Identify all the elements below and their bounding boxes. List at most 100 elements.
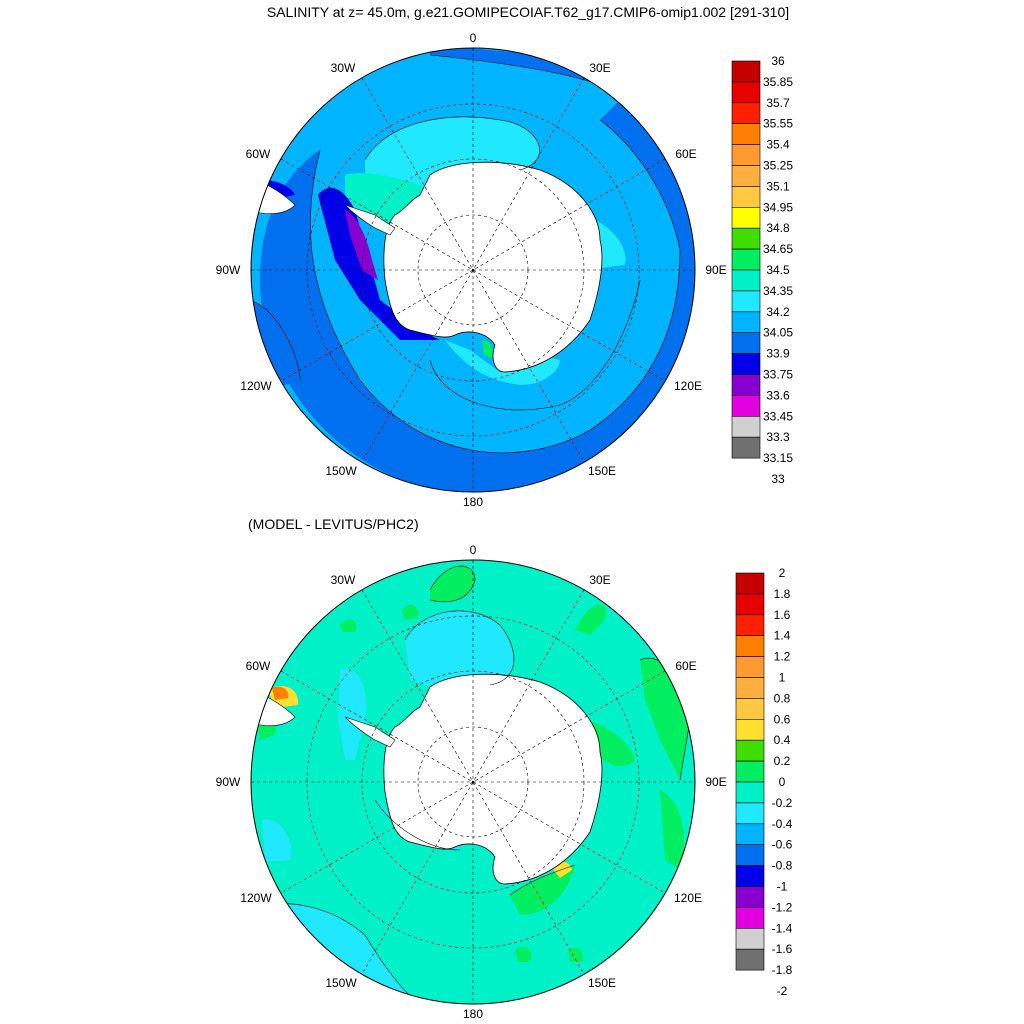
bottom-colorbar-tick-label: 0.8: [774, 691, 791, 705]
bottom-anomaly-ross-green: [510, 865, 575, 915]
bottom-lon-label-180: 180: [463, 1007, 483, 1021]
bottom-colorbar-tick-label: -0.8: [772, 859, 793, 873]
bottom-colorbar-tick-label: 0: [779, 775, 786, 789]
bottom-anomaly-1.2-patch: [272, 686, 289, 700]
top-lon-label-30w: 30W: [331, 61, 356, 75]
bottom-map-border: [250, 559, 696, 1005]
top-colorbar-tick-label: 34.35: [763, 284, 793, 298]
bottom-lon-label-30w: 30W: [331, 573, 356, 587]
top-colorbar-tick-label: 35.4: [766, 138, 790, 152]
top-colorbar-swatch: [731, 415, 761, 438]
bottom-colorbar-swatch: [735, 781, 765, 804]
bottom-anomaly-small-green: [402, 604, 419, 620]
bottom-colorbar-swatch: [735, 698, 765, 720]
bottom-colorbar-tick-label: 1.6: [774, 608, 791, 622]
bottom-anomaly-west: [262, 819, 291, 862]
bottom-antarctica-land: [383, 673, 603, 885]
top-colorbar: 36 35.85 35.7 35.55 35.4 35.25 35.1 34.95 34.8 34…: [731, 54, 793, 486]
top-colorbar-tick-label: 36: [771, 54, 785, 68]
top-salinity-33.6-patch: [345, 210, 378, 280]
bottom-map-title: (MODEL - LEVITUS/PHC2): [248, 516, 419, 532]
top-colorbar-swatch: [731, 123, 761, 145]
bottom-colorbar-swatch: [735, 760, 765, 783]
top-colorbar-swatch: [731, 207, 761, 229]
top-lon-label-60w: 60W: [246, 147, 271, 161]
bottom-longitude-labels: 0 30E 60E 90E 120E 150E 180 150W 120W 90…: [216, 543, 727, 1021]
bottom-lon-label-30e: 30E: [589, 573, 610, 587]
bottom-colorbar-swatch: [735, 844, 765, 866]
bottom-lon-label-120e: 120E: [674, 891, 702, 905]
top-colorbar-tick-label: 34.8: [766, 221, 790, 235]
bottom-colorbar-tick-label: 0.2: [774, 754, 791, 768]
top-colorbar-tick-label: 33.75: [763, 368, 793, 382]
top-lon-label-150w: 150W: [325, 464, 357, 478]
top-colorbar-swatch: [731, 186, 761, 208]
top-colorbar-swatch: [731, 227, 761, 250]
bottom-colorbar-swatch: [735, 907, 765, 929]
top-colorbar-tick-label: 35.25: [763, 159, 793, 173]
top-longitude-labels: 0 30E 60E 90E 120E 150E 180 150W 120W 90…: [216, 31, 727, 509]
top-map-border: [250, 47, 696, 493]
top-contours: [251, 54, 681, 454]
bottom-map: [250, 559, 696, 1005]
top-colorbar-tick-label: 34.65: [763, 242, 793, 256]
top-antarctic-peninsula: [344, 204, 396, 236]
bottom-anomaly-30w-green: [340, 619, 357, 632]
bottom-colorbar-tick-label: 1.2: [774, 650, 791, 664]
top-colorbar-tick-label: 35.55: [763, 117, 793, 131]
bottom-colorbar-tick-label: -0.6: [772, 838, 793, 852]
bottom-colorbar-tick-label: -0.4: [772, 817, 793, 831]
bottom-colorbar-tick-label: -1.2: [772, 900, 793, 914]
top-colorbar-tick-label: 34.05: [763, 326, 793, 340]
bottom-colorbar-swatch: [735, 593, 765, 616]
bottom-colorbar-tick-label: -1: [777, 880, 788, 894]
bottom-colorbar-tick-label: 2: [779, 566, 786, 580]
top-lon-label-90e: 90E: [705, 263, 726, 277]
bottom-colorbar-tick-label: 1: [779, 671, 786, 685]
top-map-title: SALINITY at z= 45.0m, g.e21.GOMIPECOIAF.…: [267, 4, 789, 20]
bottom-colorbar: 2 1.8 1.6 1.4 1.2 1 0.8 0.6 0.4 0.2 0 -0.2 -0.4 -0.6 -…: [735, 566, 793, 998]
top-map: [250, 47, 696, 493]
top-colorbar-tick-label: 35.7: [766, 96, 790, 110]
bottom-anomaly-south-green-1: [515, 946, 532, 962]
bottom-anomaly-weddell: [405, 610, 514, 690]
top-salinity-ross-shelf: [445, 340, 560, 385]
bottom-lon-label-90w: 90W: [216, 775, 241, 789]
top-colorbar-swatch: [731, 102, 761, 125]
bottom-colorbar-swatch: [735, 635, 765, 657]
bottom-colorbar-tick-label: -1.6: [772, 942, 793, 956]
top-colorbar-swatch: [731, 353, 761, 375]
top-colorbar-swatch: [731, 60, 761, 83]
top-colorbar-swatch: [731, 81, 761, 104]
top-colorbar-swatch: [731, 144, 761, 166]
top-lon-label-120e: 120E: [674, 379, 702, 393]
top-colorbar-tick-label: 35.85: [763, 75, 793, 89]
top-colorbar-swatch: [731, 395, 761, 417]
bottom-lon-label-120w: 120W: [240, 891, 272, 905]
bottom-colorbar-tick-label: 1.8: [774, 587, 791, 601]
top-colorbar-swatch: [731, 290, 761, 313]
bottom-lon-label-90e: 90E: [705, 775, 726, 789]
top-lon-label-0: 0: [470, 31, 477, 45]
top-colorbar-tick-label: 33.6: [766, 388, 790, 402]
bottom-anomaly-30e-green: [575, 603, 606, 635]
bottom-antarctic-peninsula: [344, 716, 396, 748]
top-lon-label-90w: 90W: [216, 263, 241, 277]
bottom-colorbar-tick-label: -1.4: [772, 921, 793, 935]
top-colorbar-tick-label: 34.2: [766, 305, 790, 319]
top-colorbar-tick-label: 34.5: [766, 263, 790, 277]
bottom-colorbar-swatch: [735, 718, 765, 741]
bottom-colorbar-tick-label: -0.2: [772, 796, 793, 810]
bottom-anomaly-peninsula: [338, 669, 366, 760]
top-lon-label-150e: 150E: [588, 464, 616, 478]
bottom-lon-label-60w: 60W: [246, 659, 271, 673]
top-colorbar-swatch: [731, 436, 761, 459]
top-south-pole-marker: [471, 268, 475, 272]
top-colorbar-swatch: [731, 165, 761, 187]
top-lon-label-30e: 30E: [589, 61, 610, 75]
top-colorbar-swatch: [731, 311, 761, 333]
top-colorbar-tick-label: 33.3: [766, 430, 790, 444]
top-lon-label-180: 180: [463, 495, 483, 509]
bottom-colorbar-swatch: [735, 739, 765, 762]
top-colorbar-tick-label: 33: [771, 472, 785, 486]
